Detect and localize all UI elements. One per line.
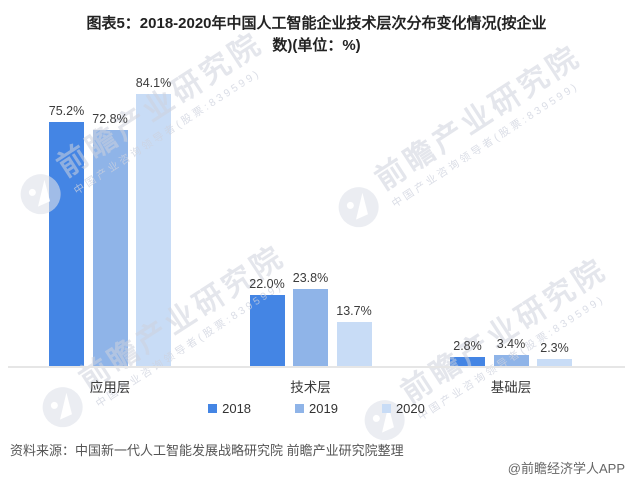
category-label-技术层: 技术层: [290, 380, 331, 395]
value-label-2020-应用层: 84.1%: [135, 75, 172, 90]
bar-2019-技术层: [293, 288, 328, 366]
category-label-基础层: 基础层: [490, 380, 532, 395]
value-label-2018-基础层: 2.8%: [453, 338, 482, 353]
watermark: 前瞻产业研究院 中国产业咨询领导者(股票:839599): [11, 26, 279, 225]
legend-item-2018: 2018: [208, 401, 251, 416]
watermark-brand: 前瞻产业研究院: [73, 239, 292, 397]
chart-title-line2: 数)(单位：%): [272, 36, 361, 54]
watermark-brand: 前瞻产业研究院: [395, 252, 614, 410]
credit-watermark: @前瞻经济学人APP: [507, 461, 625, 476]
watermark-tagline: 中国产业咨询领导者(股票:839599): [71, 66, 264, 198]
bar-2020-基础层: [537, 358, 572, 366]
qianzhan-logo-icon: [357, 393, 412, 448]
legend-label: 2020: [395, 401, 425, 416]
legend-item-2020: 2020: [381, 401, 425, 416]
value-label-2019-技术层: 23.8%: [292, 270, 329, 285]
bar-2020-技术层: [336, 321, 372, 366]
qianzhan-logo-icon: [13, 167, 68, 222]
value-label-2019-应用层: 72.8%: [92, 112, 128, 127]
watermark: 前瞻产业研究院 中国产业咨询领导者(股票:839599): [355, 252, 623, 451]
legend-swatch-2019-icon: [295, 404, 305, 413]
value-label-2019-基础层: 3.4%: [496, 336, 526, 351]
legend: 2018 2019 2020: [0, 401, 633, 416]
value-label-2018-技术层: 22.0%: [249, 276, 285, 291]
bar-2018-技术层: [249, 294, 285, 366]
source-note: 资料来源：中国新一代人工智能发展战略研究院 前瞻产业研究院整理: [10, 443, 404, 458]
bar-2018-应用层: [49, 122, 84, 366]
category-label-应用层: 应用层: [89, 380, 131, 395]
watermark-tagline: 中国产业咨询领导者(股票:839599): [415, 292, 608, 424]
value-label-2020-基础层: 2.3%: [540, 340, 569, 355]
bar-2018-基础层: [450, 356, 485, 366]
qianzhan-logo-icon: [331, 180, 386, 235]
bar-2019-应用层: [92, 130, 128, 366]
bar-2019-基础层: [493, 354, 529, 366]
watermark-tagline: 中国产业咨询领导者(股票:839599): [389, 79, 582, 211]
legend-swatch-2018-icon: [208, 404, 218, 413]
value-label-2018-应用层: 75.2%: [48, 104, 85, 119]
x-axis-line: [8, 366, 625, 368]
watermark: 前瞻产业研究院 中国产业咨询领导者(股票:839599): [329, 39, 597, 238]
value-label-2020-技术层: 13.7%: [336, 303, 372, 318]
watermark: 前瞻产业研究院 中国产业咨询领导者(股票:839599): [33, 239, 301, 438]
legend-swatch-2020-icon: [381, 404, 391, 413]
legend-item-2019: 2019: [295, 401, 338, 416]
watermark-brand: 前瞻产业研究院: [369, 39, 588, 197]
legend-label: 2019: [309, 401, 338, 416]
chart-title-line1: 图表5：2018-2020年中国人工智能企业技术层次分布变化情况(按企业: [86, 15, 547, 32]
chart-title: 图表5：2018-2020年中国人工智能企业技术层次分布变化情况(按企业 数)(…: [0, 13, 633, 57]
bar-2020-应用层: [136, 93, 171, 366]
watermark-tagline: 中国产业咨询领导者(股票:839599): [93, 279, 286, 411]
legend-label: 2018: [222, 401, 252, 416]
qianzhan-logo-icon: [35, 380, 90, 435]
